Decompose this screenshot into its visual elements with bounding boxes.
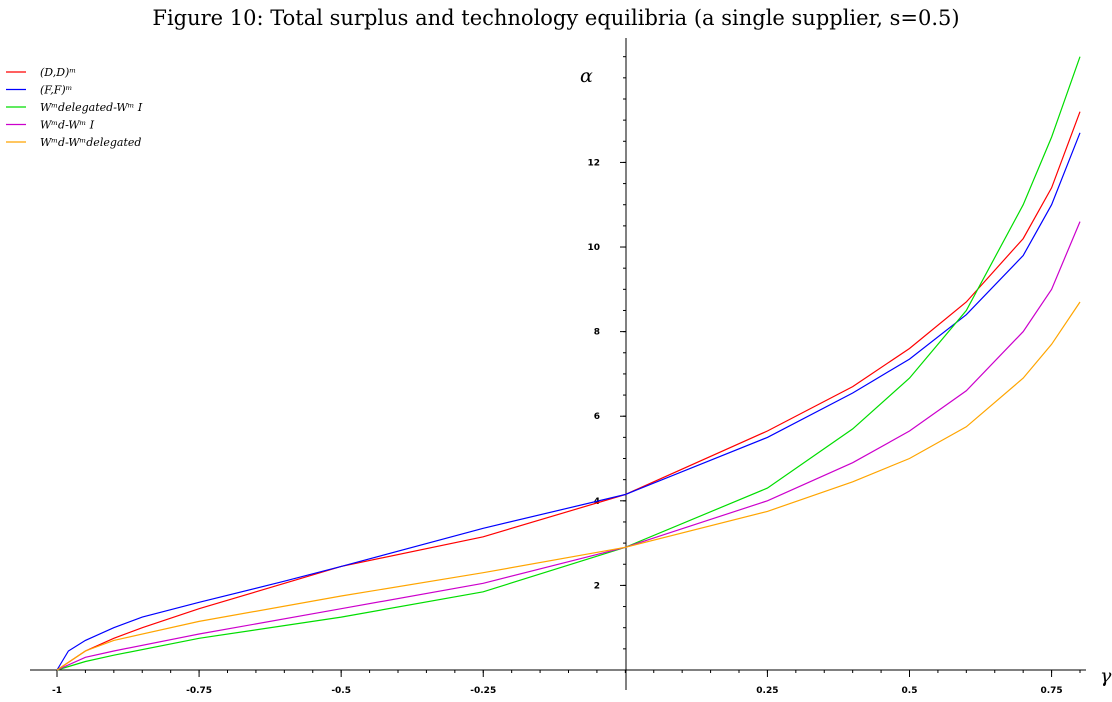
x-tick-label: 0.75 bbox=[1040, 686, 1062, 696]
y-tick-label: 8 bbox=[594, 328, 600, 338]
series-line-1 bbox=[56, 111, 1081, 671]
chart-title: Figure 10: Total surplus and technology … bbox=[152, 6, 960, 30]
x-tick-label: -1 bbox=[52, 686, 62, 696]
legend-label-4: Wᵐd-Wᵐ I bbox=[40, 119, 95, 132]
x-tick-label: -0.75 bbox=[186, 686, 212, 696]
series-line-4 bbox=[56, 221, 1081, 671]
y-tick-label: 6 bbox=[594, 412, 600, 422]
x-tick-label: -0.5 bbox=[331, 686, 351, 696]
y-axis-label: α bbox=[580, 65, 593, 87]
x-tick-label: 0.25 bbox=[756, 686, 778, 696]
legend-label-2: (F,F)ᵐ bbox=[40, 84, 72, 97]
series-layer bbox=[56, 56, 1081, 671]
y-tick-label: 2 bbox=[594, 581, 600, 591]
x-tick-label: 0.5 bbox=[902, 686, 918, 696]
y-tick-label: 12 bbox=[587, 158, 600, 168]
legend-label-5: Wᵐd-Wᵐdelegated bbox=[40, 136, 141, 149]
series-line-5 bbox=[56, 301, 1081, 671]
series-line-2 bbox=[56, 132, 1081, 671]
x-axis-label: γ bbox=[1100, 665, 1112, 687]
y-tick-label: 10 bbox=[587, 243, 600, 253]
legend-label-1: (D,D)ᵐ bbox=[40, 66, 76, 79]
axes: γα bbox=[30, 38, 1112, 690]
legend-label-3: Wᵐdelegated-Wᵐ I bbox=[40, 101, 143, 114]
x-tick-label: -0.25 bbox=[470, 686, 496, 696]
legend: (D,D)ᵐ (F,F)ᵐ Wᵐdelegated-Wᵐ I Wᵐd-Wᵐ I Wᵐd-… bbox=[6, 66, 143, 149]
series-line-3 bbox=[56, 56, 1081, 671]
